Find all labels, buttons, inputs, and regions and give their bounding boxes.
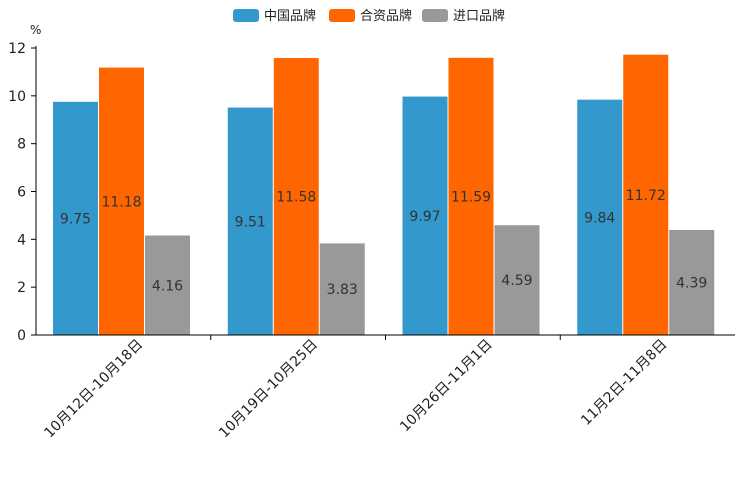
bar <box>319 243 365 335</box>
legend-swatch <box>329 9 355 22</box>
bar <box>402 96 448 335</box>
bar <box>273 58 319 336</box>
y-tick-label: 8 <box>17 137 26 153</box>
legend-label: 进口品牌 <box>453 8 505 24</box>
y-axis-unit-label: % <box>30 23 41 37</box>
bar-value-label: 11.18 <box>101 194 141 210</box>
x-category-label: 10月12日-10月18日 <box>41 337 146 442</box>
y-tick-label: 12 <box>8 41 26 57</box>
bar-value-label: 11.72 <box>626 188 666 204</box>
bar <box>577 99 623 335</box>
bar <box>669 230 715 335</box>
legend-swatch <box>233 9 259 22</box>
bar <box>145 235 190 335</box>
bar-value-label: 11.58 <box>276 190 316 206</box>
legend-label: 合资品牌 <box>360 8 412 24</box>
bar-value-label: 4.59 <box>501 273 532 289</box>
y-tick-label: 2 <box>17 280 26 296</box>
bar <box>448 57 494 335</box>
bar <box>99 67 144 335</box>
x-axis: 10月12日-10月18日 10月19日-10月25日 10月26日-11月1日 11… <box>36 334 735 442</box>
y-tick-label: 0 <box>17 328 26 344</box>
bar-value-label: 9.51 <box>235 214 266 230</box>
bar-value-label: 9.84 <box>584 210 615 226</box>
bar-value-label: 11.59 <box>451 189 491 205</box>
y-tick-label: 4 <box>17 232 26 248</box>
bar-value-label: 4.39 <box>676 276 707 292</box>
bar <box>227 107 273 336</box>
bar-value-label: 9.75 <box>60 211 91 227</box>
x-category-label: 10月19日-10月25日 <box>216 337 321 442</box>
bar-value-label: 4.16 <box>152 278 183 294</box>
legend: 中国品牌 合资品牌 进口品牌 <box>233 8 505 24</box>
bar <box>494 225 540 335</box>
x-category-label: 11月2日-11月8日 <box>578 337 670 429</box>
bar <box>53 101 98 335</box>
legend-swatch <box>422 9 448 22</box>
bar-value-label: 9.97 <box>409 209 440 225</box>
bars: 9.75 11.18 4.16 9.51 11.58 3.83 9.97 11.59 4.59 9… <box>53 54 715 336</box>
y-tick-label: 6 <box>17 185 26 201</box>
x-category-label: 10月26日-11月1日 <box>397 337 496 436</box>
legend-label: 中国品牌 <box>264 8 316 24</box>
bar <box>623 54 669 336</box>
bar-value-label: 3.83 <box>327 282 358 298</box>
y-tick-label: 10 <box>8 89 26 105</box>
y-axis: 0 2 4 6 8 10 12 <box>8 41 37 344</box>
